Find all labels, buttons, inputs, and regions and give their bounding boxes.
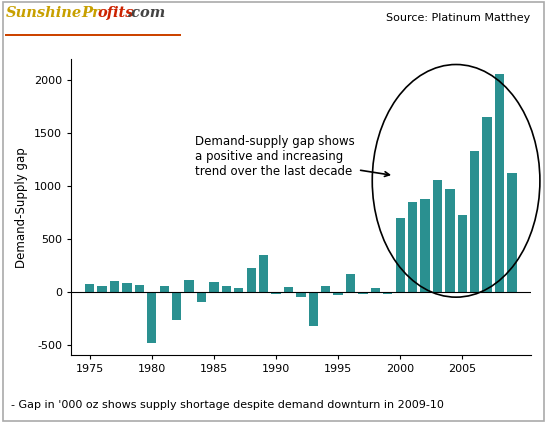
- Bar: [97, 286, 107, 292]
- Bar: [458, 215, 467, 292]
- Bar: [507, 173, 516, 292]
- Bar: [197, 292, 206, 302]
- Bar: [346, 275, 355, 292]
- Bar: [433, 180, 442, 292]
- Bar: [495, 74, 504, 292]
- Bar: [421, 199, 430, 292]
- Bar: [160, 286, 169, 292]
- Bar: [210, 282, 219, 292]
- Text: ofits: ofits: [97, 6, 134, 20]
- Text: Sunshine: Sunshine: [5, 6, 82, 20]
- Bar: [85, 285, 95, 292]
- Bar: [184, 280, 194, 292]
- Bar: [259, 255, 268, 292]
- Text: Demand-supply gap shows
a positive and increasing
trend over the last decade: Demand-supply gap shows a positive and i…: [195, 135, 389, 179]
- Bar: [147, 292, 156, 343]
- Bar: [482, 117, 492, 292]
- Bar: [309, 292, 318, 326]
- Bar: [296, 292, 306, 297]
- Bar: [123, 283, 132, 292]
- Bar: [445, 189, 455, 292]
- Bar: [321, 286, 330, 292]
- Text: .com: .com: [127, 6, 166, 20]
- Text: Source: Platinum Matthey: Source: Platinum Matthey: [386, 13, 531, 23]
- Bar: [234, 288, 243, 292]
- Text: Pr: Pr: [81, 6, 100, 20]
- Bar: [284, 287, 293, 292]
- Bar: [470, 151, 479, 292]
- Bar: [222, 286, 231, 292]
- Bar: [271, 292, 281, 294]
- Bar: [172, 292, 181, 321]
- Bar: [408, 202, 417, 292]
- Bar: [135, 285, 144, 292]
- Bar: [383, 292, 392, 294]
- Bar: [371, 288, 380, 292]
- Y-axis label: Demand-Supply gap: Demand-Supply gap: [15, 147, 28, 268]
- Bar: [334, 292, 343, 294]
- Bar: [247, 268, 256, 292]
- Bar: [110, 281, 119, 292]
- Bar: [395, 218, 405, 292]
- Text: - Gap in '000 oz shows supply shortage despite demand downturn in 2009-10: - Gap in '000 oz shows supply shortage d…: [11, 400, 444, 410]
- Bar: [358, 292, 368, 294]
